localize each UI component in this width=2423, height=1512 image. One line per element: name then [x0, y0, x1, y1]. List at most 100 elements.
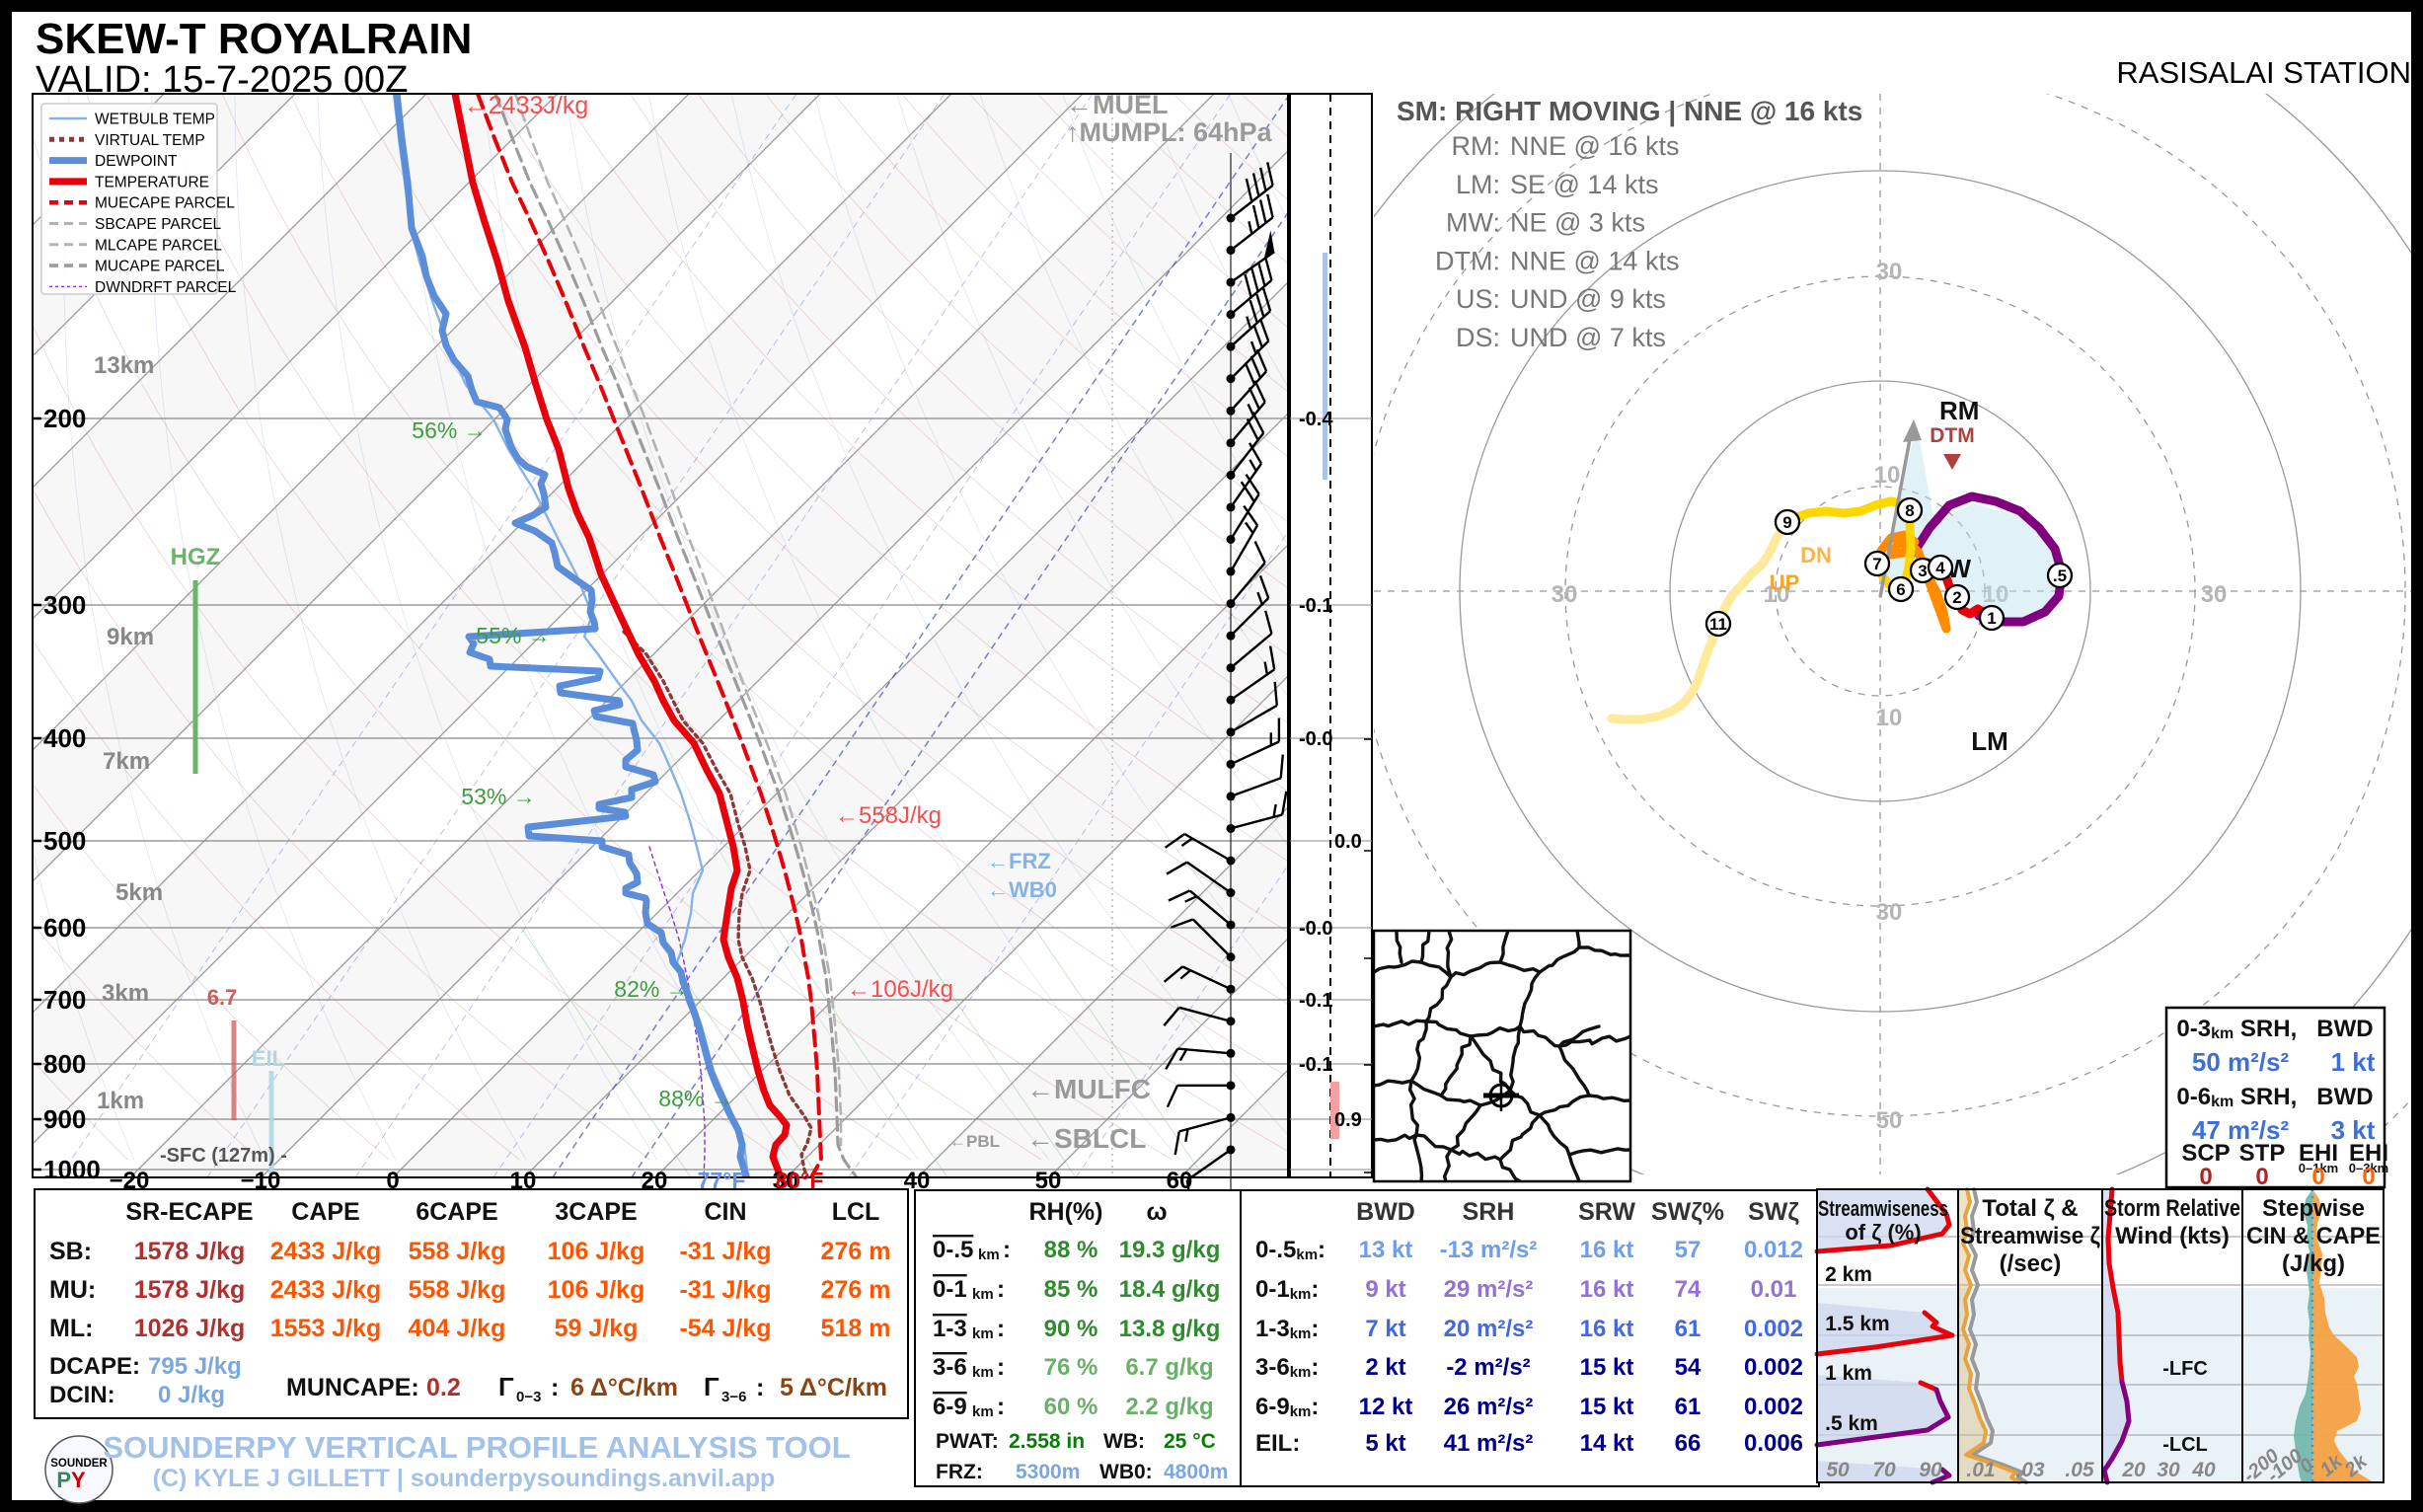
svg-text:14 kt: 14 kt [1580, 1430, 1634, 1457]
svg-text:ω: ω [1146, 1198, 1167, 1226]
svg-text:RM: RM [1939, 396, 1979, 425]
svg-text:EIL:: EIL: [1255, 1430, 1300, 1457]
svg-text:6.7 g/kg: 6.7 g/kg [1125, 1354, 1213, 1381]
svg-text:SB:: SB: [49, 1238, 92, 1265]
svg-text:-0.0: -0.0 [1299, 918, 1332, 940]
svg-text:Storm Relative: Storm Relative [2104, 1195, 2240, 1222]
svg-text:MUNCAPE:: MUNCAPE: [286, 1374, 419, 1401]
svg-text:5300m: 5300m [1016, 1461, 1080, 1483]
svg-text:DS:: DS: [1456, 323, 1500, 352]
svg-text:←558J/kg: ←558J/kg [835, 802, 942, 829]
svg-text:1000: 1000 [43, 1155, 101, 1184]
svg-text:7 kt: 7 kt [1365, 1316, 1405, 1342]
svg-text:20: 20 [2121, 1459, 2146, 1481]
svg-text:0: 0 [386, 1168, 399, 1194]
svg-text:40: 40 [2191, 1459, 2216, 1481]
svg-text:-31 J/kg: -31 J/kg [679, 1276, 771, 1304]
svg-text:1-3: 1-3 [933, 1316, 967, 1342]
svg-text:-LCL: -LCL [2162, 1434, 2208, 1456]
svg-text:STP: STP [2239, 1140, 2286, 1167]
svg-text::: : [997, 1316, 1005, 1342]
svg-text:90: 90 [1919, 1459, 1942, 1481]
svg-text:NNE @ 16 kts: NNE @ 16 kts [1510, 131, 1679, 161]
svg-text:0-.5: 0-.5 [933, 1237, 973, 1263]
svg-text:50 m²/s²: 50 m²/s² [2192, 1047, 2290, 1077]
svg-text:600: 600 [43, 913, 86, 943]
svg-text:SM: RIGHT MOVING | NNE @ 16 kt: SM: RIGHT MOVING | NNE @ 16 kts [1397, 96, 1862, 126]
svg-text:1: 1 [1987, 609, 1996, 628]
svg-text:16 kt: 16 kt [1580, 1237, 1634, 1263]
svg-text:2 km: 2 km [1825, 1263, 1872, 1286]
svg-text:795 J/kg: 795 J/kg [148, 1353, 242, 1380]
svg-text:558 J/kg: 558 J/kg [409, 1276, 506, 1304]
svg-text:(C) KYLE J GILLETT | sounderpy: (C) KYLE J GILLETT | sounderpysoundings.… [153, 1465, 776, 1492]
svg-text:1578 J/kg: 1578 J/kg [134, 1238, 246, 1265]
svg-text:88 %: 88 % [1044, 1237, 1098, 1263]
svg-text:70: 70 [1872, 1459, 1896, 1481]
svg-text:DWNDRFT PARCEL: DWNDRFT PARCEL [95, 279, 237, 296]
svg-text:LM:: LM: [1456, 170, 1500, 199]
svg-text:Wind (kts): Wind (kts) [2115, 1223, 2230, 1249]
svg-text:10: 10 [1876, 705, 1903, 731]
svg-text:400: 400 [43, 723, 86, 753]
svg-text:50: 50 [1876, 1107, 1903, 1134]
svg-text::: : [1003, 1237, 1011, 1263]
svg-text:82% →: 82% → [614, 976, 688, 1002]
svg-text:0.01: 0.01 [1751, 1276, 1797, 1303]
svg-text:-54 J/kg: -54 J/kg [679, 1315, 771, 1342]
svg-text:RM:: RM: [1452, 131, 1501, 161]
svg-text:-0.0: -0.0 [1299, 728, 1332, 750]
svg-text:Total ζ &: Total ζ & [1982, 1195, 2078, 1222]
svg-text:19.3 g/kg: 19.3 g/kg [1119, 1237, 1221, 1263]
svg-text:13 kt: 13 kt [1359, 1237, 1413, 1263]
svg-text:9: 9 [1782, 513, 1791, 532]
svg-text:8: 8 [1905, 501, 1914, 520]
svg-text:54: 54 [1675, 1354, 1702, 1381]
svg-text::: : [756, 1374, 764, 1401]
svg-text:61: 61 [1675, 1394, 1702, 1420]
svg-text:BWD: BWD [1356, 1198, 1415, 1226]
svg-text:TEMPERATURE: TEMPERATURE [95, 174, 209, 190]
svg-text:30: 30 [1552, 581, 1578, 608]
svg-text:2 kt: 2 kt [1365, 1354, 1405, 1381]
svg-text:700: 700 [43, 985, 86, 1015]
svg-text:EHI: EHI [2299, 1140, 2338, 1167]
svg-text:74: 74 [1675, 1276, 1702, 1303]
svg-text:30: 30 [2201, 581, 2228, 608]
svg-text:DEWPOINT: DEWPOINT [95, 153, 178, 170]
svg-text:4: 4 [1935, 559, 1945, 577]
svg-text:←106J/kg: ←106J/kg [847, 976, 953, 1003]
svg-text:47 m²/s²: 47 m²/s² [2192, 1115, 2290, 1145]
svg-text:.5: .5 [2053, 567, 2067, 585]
svg-text:30: 30 [2157, 1459, 2180, 1481]
svg-text:SE @ 14 kts: SE @ 14 kts [1510, 170, 1658, 199]
svg-text:276 m: 276 m [821, 1276, 891, 1304]
svg-text:km: km [978, 1247, 1000, 1263]
svg-text:US:: US: [1456, 284, 1500, 314]
svg-text:-LFC: -LFC [2162, 1358, 2208, 1380]
svg-text:0.002: 0.002 [1744, 1354, 1803, 1381]
svg-text:106 J/kg: 106 J/kg [548, 1238, 645, 1265]
svg-text:-0.1: -0.1 [1299, 990, 1332, 1012]
svg-text:km: km [972, 1286, 994, 1303]
svg-text:SWζ: SWζ [1748, 1198, 1799, 1226]
svg-text::: : [551, 1374, 559, 1401]
svg-text:13km: 13km [94, 352, 154, 379]
svg-text:UND @ 9 kts: UND @ 9 kts [1510, 284, 1666, 314]
svg-text:55% →: 55% → [476, 623, 550, 648]
svg-text:76 %: 76 % [1044, 1354, 1098, 1381]
svg-text:6: 6 [1896, 580, 1905, 599]
svg-text:RH(%): RH(%) [1029, 1198, 1103, 1226]
svg-text:10: 10 [1874, 462, 1901, 489]
svg-text:53% →: 53% → [461, 784, 535, 809]
svg-text:PY: PY [56, 1468, 86, 1492]
svg-text:1.5 km: 1.5 km [1825, 1313, 1889, 1335]
svg-text:66: 66 [1675, 1430, 1702, 1457]
svg-text::: : [997, 1354, 1005, 1381]
svg-text:DN: DN [1800, 543, 1832, 567]
svg-text:Streamwiseness: Streamwiseness [1818, 1196, 1948, 1221]
svg-text:-SFC (127m) -: -SFC (127m) - [160, 1145, 287, 1167]
svg-text:WETBULB TEMP: WETBULB TEMP [95, 112, 215, 128]
svg-text:0-6km SRH, BWD: 0-6km SRH, BWD [2176, 1084, 2373, 1110]
svg-text:MUECAPE PARCEL: MUECAPE PARCEL [95, 195, 235, 212]
